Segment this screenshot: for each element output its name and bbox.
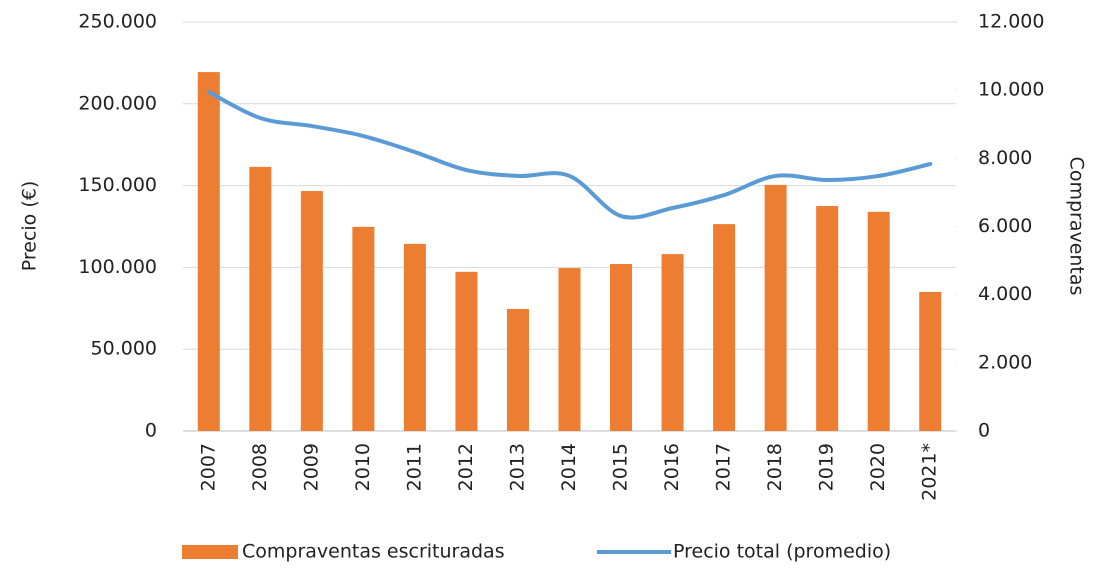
bar [300, 191, 323, 431]
bar [919, 291, 942, 431]
x-tick-label: 2018 [764, 443, 786, 491]
legend-swatch [182, 545, 238, 559]
y2-tick-label: 10.000 [978, 79, 1044, 101]
line [206, 90, 933, 220]
x-tick-label: 2010 [352, 443, 374, 491]
x-tick-label: 2017 [713, 443, 735, 491]
x-tick-label: 2019 [816, 443, 838, 491]
y-tick-label: 50.000 [91, 338, 157, 360]
x-tick-label: 2021* [919, 443, 941, 501]
y-axis-label: Precio (€) [19, 181, 41, 272]
bar [352, 226, 375, 431]
bar [403, 243, 426, 431]
x-tick-label: 2009 [300, 443, 322, 491]
y2-tick-label: 2.000 [978, 351, 1032, 373]
bar [506, 308, 529, 431]
bar [764, 184, 787, 431]
bar [661, 254, 684, 431]
bar [249, 166, 272, 431]
bar [455, 271, 478, 431]
y-tick-label: 250.000 [78, 11, 157, 33]
y-tick-label: 150.000 [78, 174, 157, 196]
bar [610, 263, 633, 431]
x-tick-label: 2008 [249, 443, 271, 491]
x-tick-label: 2013 [506, 443, 528, 491]
x-tick-label: 2015 [610, 443, 632, 491]
y2-tick-label: 0 [978, 420, 990, 442]
y2-axis-label: Compraventas [1066, 157, 1088, 296]
legend-label: Compraventas escrituradas [242, 541, 505, 563]
y2-tick-label: 4.000 [978, 283, 1032, 305]
legend-label: Precio total (promedio) [673, 541, 891, 563]
x-tick-label: 2007 [197, 443, 219, 491]
y-tick-label: 200.000 [78, 92, 157, 114]
bar [867, 211, 890, 431]
bar [816, 206, 839, 431]
x-tick-label: 2012 [455, 443, 477, 491]
y2-tick-label: 8.000 [978, 147, 1032, 169]
y-tick-label: 100.000 [78, 256, 157, 278]
y2-tick-label: 6.000 [978, 215, 1032, 237]
y2-tick-label: 12.000 [978, 11, 1044, 33]
bar [713, 224, 736, 431]
bar [197, 72, 220, 431]
bar [558, 268, 581, 431]
x-tick-label: 2011 [403, 443, 425, 491]
y-tick-label: 0 [145, 420, 157, 442]
x-tick-label: 2016 [661, 443, 683, 491]
x-tick-label: 2020 [867, 443, 889, 491]
x-tick-label: 2014 [558, 443, 580, 491]
